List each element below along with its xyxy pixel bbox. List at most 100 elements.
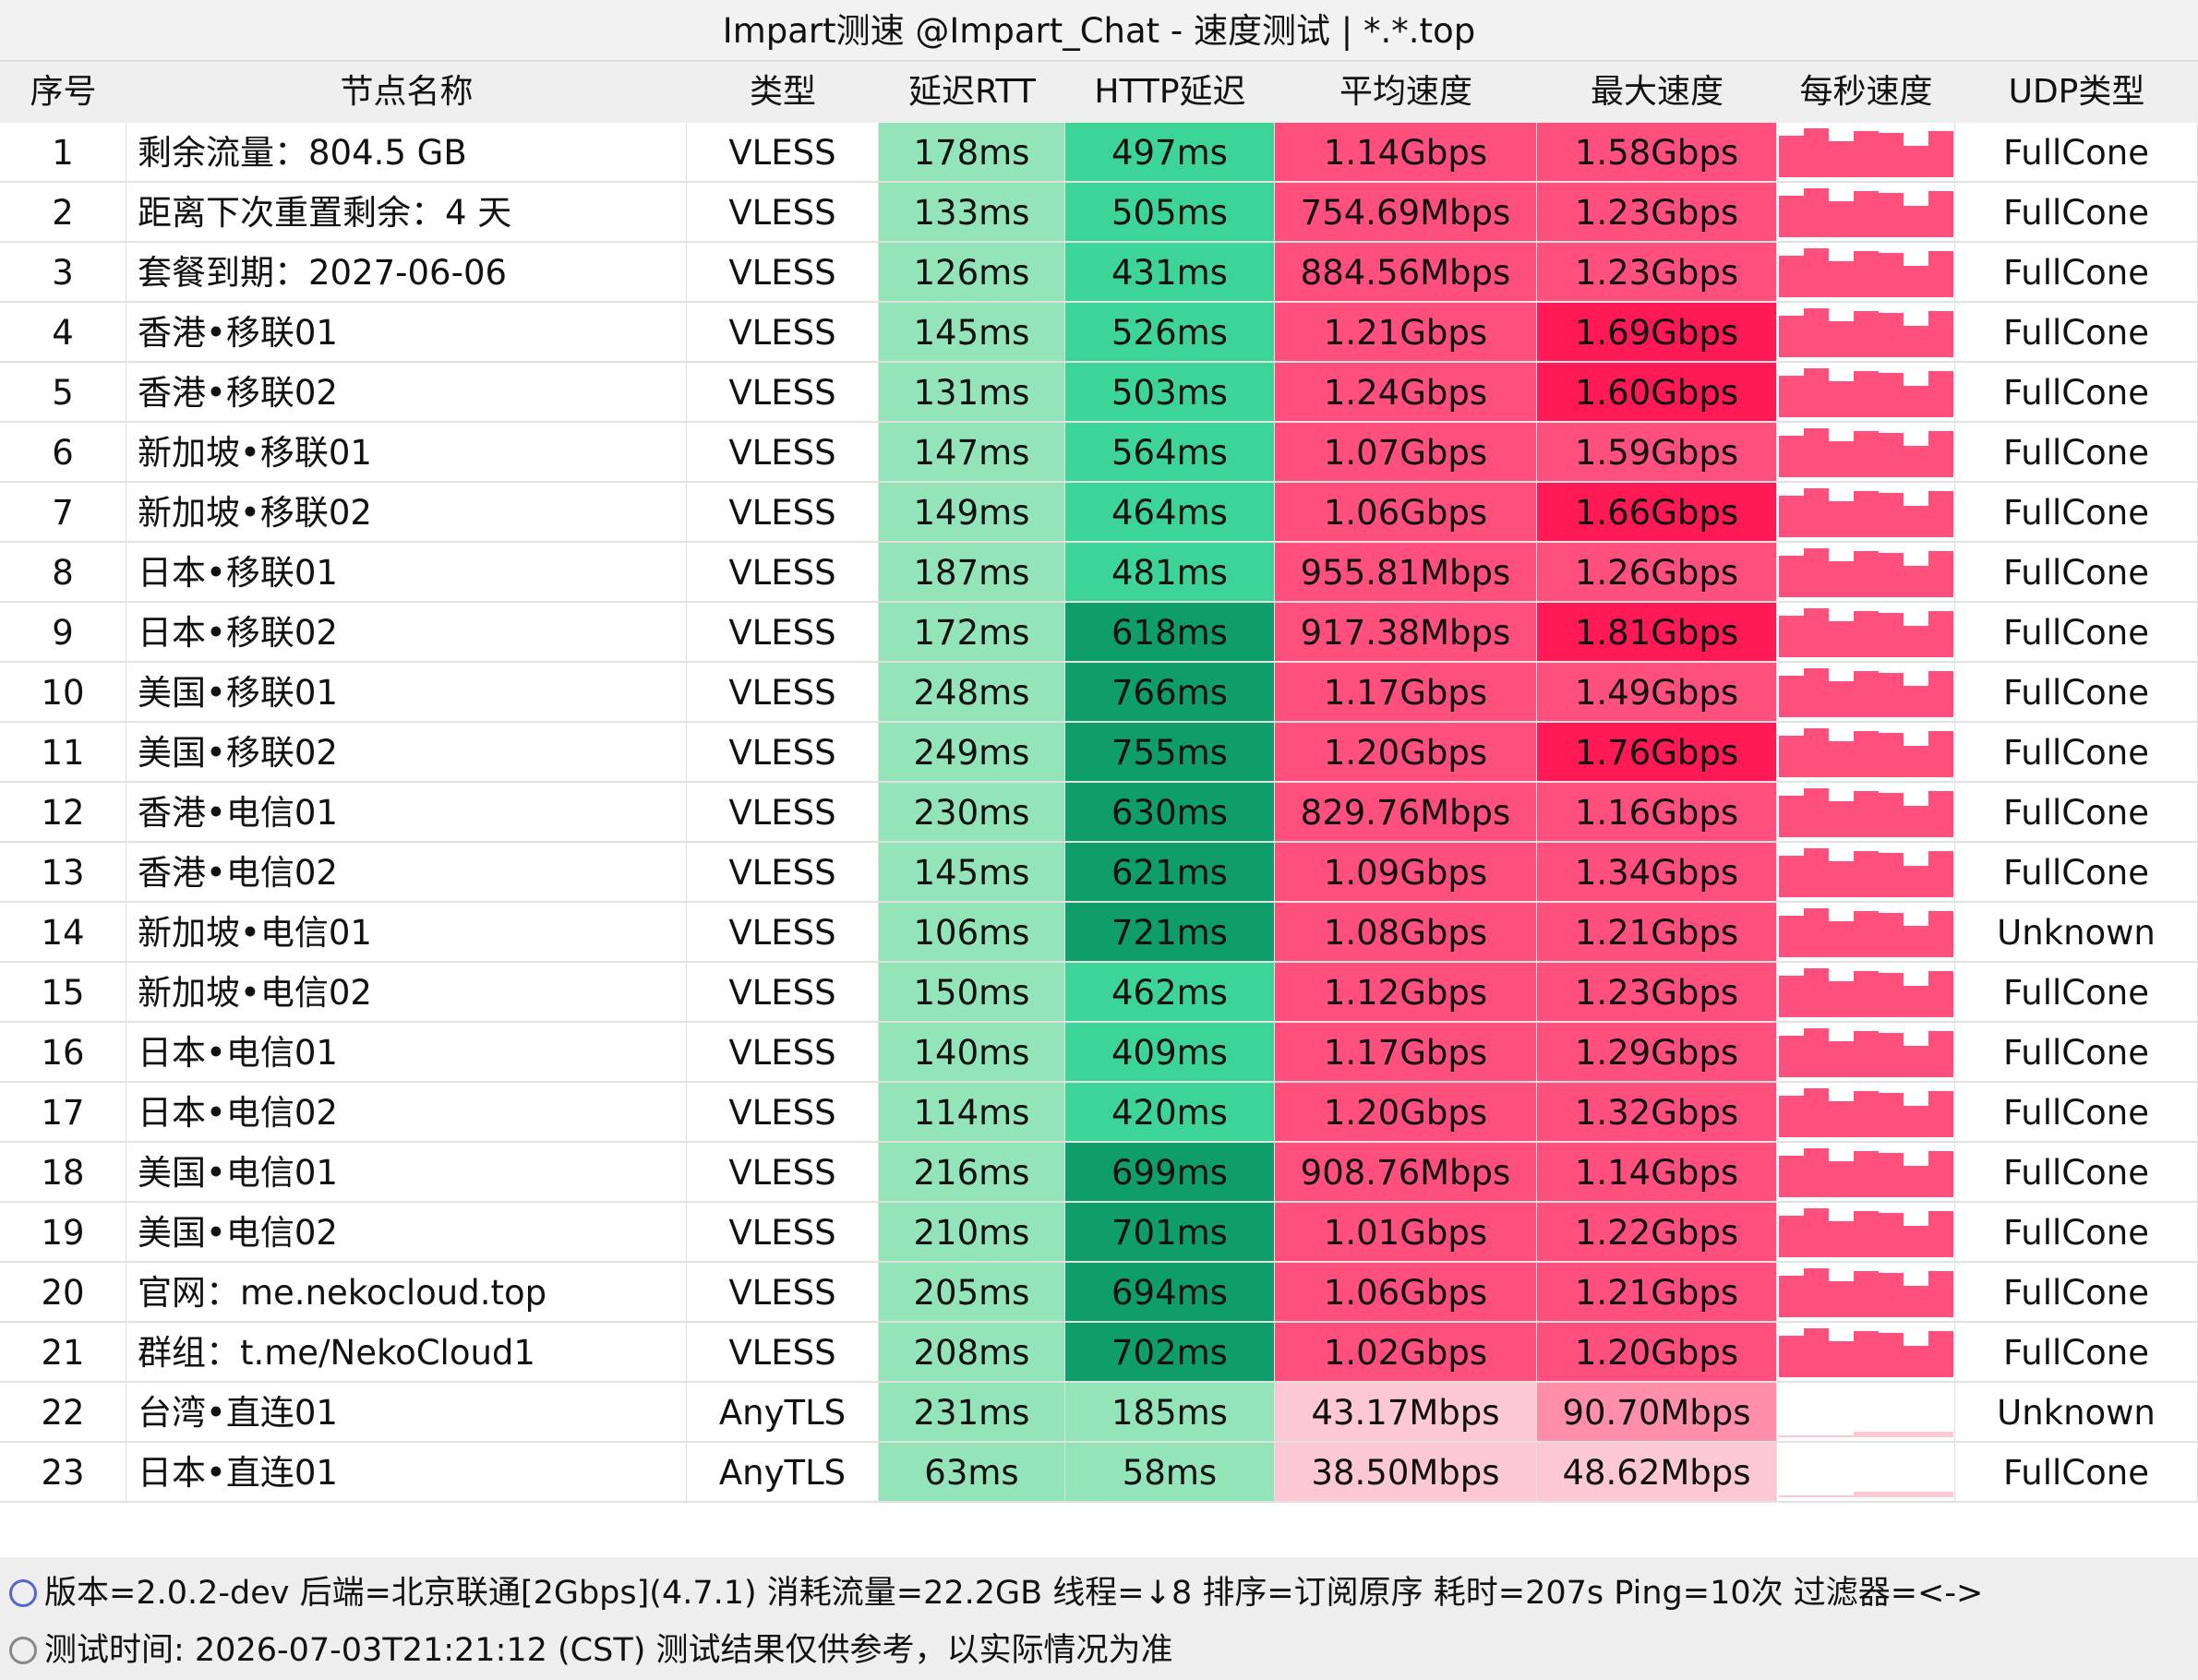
sparkline-bar (1854, 671, 1879, 717)
cell: 20 (0, 1263, 126, 1323)
sparkline-bar (1779, 1156, 1804, 1197)
cell: 1.49Gbps (1537, 663, 1777, 723)
cell: 147ms (879, 423, 1065, 483)
sparkline-bar (1829, 321, 1854, 357)
sparkline-bar (1804, 1435, 1829, 1437)
sparkline-bar (1779, 1276, 1804, 1317)
sparkline (1777, 1023, 1955, 1083)
cell: 126ms (879, 243, 1065, 303)
sparkline-bar (1854, 911, 1879, 957)
cell: 1.06Gbps (1275, 1263, 1537, 1323)
cell: 464ms (1065, 483, 1275, 543)
sparkline-bar (1879, 973, 1904, 1017)
cell: 15 (0, 963, 126, 1023)
cell: FullCone (1955, 843, 2198, 903)
sparkline-bar (1879, 1033, 1904, 1077)
sparkline-bar (1804, 188, 1829, 237)
sparkline-bar (1779, 136, 1804, 177)
sparkline-bar (1829, 801, 1854, 837)
cell: 16 (0, 1023, 126, 1083)
cell: VLESS (687, 243, 879, 303)
sparkline-bar (1904, 146, 1928, 177)
cell: 14 (0, 903, 126, 963)
cell: VLESS (687, 543, 879, 603)
node-name: 美国•移联02 (126, 723, 687, 783)
cell: 829.76Mbps (1275, 783, 1537, 843)
sparkline-bar (1829, 141, 1854, 177)
cell: 701ms (1065, 1203, 1275, 1263)
sparkline (1777, 1323, 1955, 1383)
column-header: UDP类型 (1955, 62, 2198, 123)
cell: 63ms (879, 1443, 1065, 1503)
sparkline (1777, 303, 1955, 363)
sparkline-bar (1829, 1041, 1854, 1077)
sparkline-bar (1854, 1091, 1879, 1137)
cell: 1.23Gbps (1537, 963, 1777, 1023)
cell: 1.24Gbps (1275, 363, 1537, 423)
cell: FullCone (1955, 783, 2198, 843)
sparkline-bar (1829, 621, 1854, 657)
cell: 1.21Gbps (1275, 303, 1537, 363)
footer-line: 版本=2.0.2-dev 后端=北京联通[2Gbps](4.7.1) 消耗流量=… (0, 1565, 2198, 1622)
sparkline-bar (1928, 1331, 1953, 1377)
sparkline-bar (1928, 1492, 1953, 1497)
sparkline-bar (1804, 728, 1829, 777)
cell: 526ms (1065, 303, 1275, 363)
cell: 231ms (879, 1383, 1065, 1443)
cell: FullCone (1955, 963, 2198, 1023)
cell: 48.62Mbps (1537, 1443, 1777, 1503)
cell: 1.06Gbps (1275, 483, 1537, 543)
node-name: 群组：t.me/NekoCloud1 (126, 1323, 687, 1383)
sparkline-bar (1829, 1435, 1854, 1437)
sparkline-bar (1779, 616, 1804, 657)
sparkline-bar (1928, 971, 1953, 1017)
cell: 208ms (879, 1323, 1065, 1383)
node-name: 美国•电信01 (126, 1143, 687, 1203)
cell: 21 (0, 1323, 126, 1383)
sparkline-bar (1879, 853, 1904, 897)
sparkline-bar (1779, 856, 1804, 897)
cell: 185ms (1065, 1383, 1275, 1443)
sparkline-bar (1879, 373, 1904, 417)
sparkline-bar (1854, 1492, 1879, 1497)
sparkline-bar (1854, 191, 1879, 237)
sparkline-bar (1904, 1226, 1928, 1257)
footer-line: 测试时间: 2026-07-03T21:21:12 (CST) 测试结果仅供参考… (0, 1622, 2198, 1679)
cell: 11 (0, 723, 126, 783)
cell: 754.69Mbps (1275, 183, 1537, 243)
node-name: 美国•电信02 (126, 1203, 687, 1263)
sparkline-bar (1829, 921, 1854, 957)
cell: 1.21Gbps (1537, 903, 1777, 963)
sparkline-bar (1854, 1271, 1879, 1317)
sparkline (1777, 123, 1955, 183)
sparkline-bar (1879, 313, 1904, 357)
node-name: 日本•电信01 (126, 1023, 687, 1083)
cell: 10 (0, 663, 126, 723)
cell: 248ms (879, 663, 1065, 723)
sparkline-bar (1804, 1028, 1829, 1077)
sparkline-bar (1928, 671, 1953, 717)
cell: FullCone (1955, 543, 2198, 603)
cell: 497ms (1065, 123, 1275, 183)
node-name: 剩余流量：804.5 GB (126, 123, 687, 183)
sparkline-bar (1804, 248, 1829, 297)
cell: 699ms (1065, 1143, 1275, 1203)
cell: 7 (0, 483, 126, 543)
cell: 38.50Mbps (1275, 1443, 1537, 1503)
cell: 19 (0, 1203, 126, 1263)
cell: 1.21Gbps (1537, 1263, 1777, 1323)
cell: 22 (0, 1383, 126, 1443)
cell: 140ms (879, 1023, 1065, 1083)
cell: 1.09Gbps (1275, 843, 1537, 903)
cell: 1.23Gbps (1537, 243, 1777, 303)
sparkline-bar (1854, 851, 1879, 897)
cell: 9 (0, 603, 126, 663)
sparkline-bar (1804, 1088, 1829, 1137)
sparkline-bar (1779, 916, 1804, 957)
cell: FullCone (1955, 1023, 2198, 1083)
sparkline-bar (1804, 128, 1829, 177)
sparkline-bar (1829, 981, 1854, 1017)
cell: FullCone (1955, 243, 2198, 303)
sparkline (1777, 543, 1955, 603)
